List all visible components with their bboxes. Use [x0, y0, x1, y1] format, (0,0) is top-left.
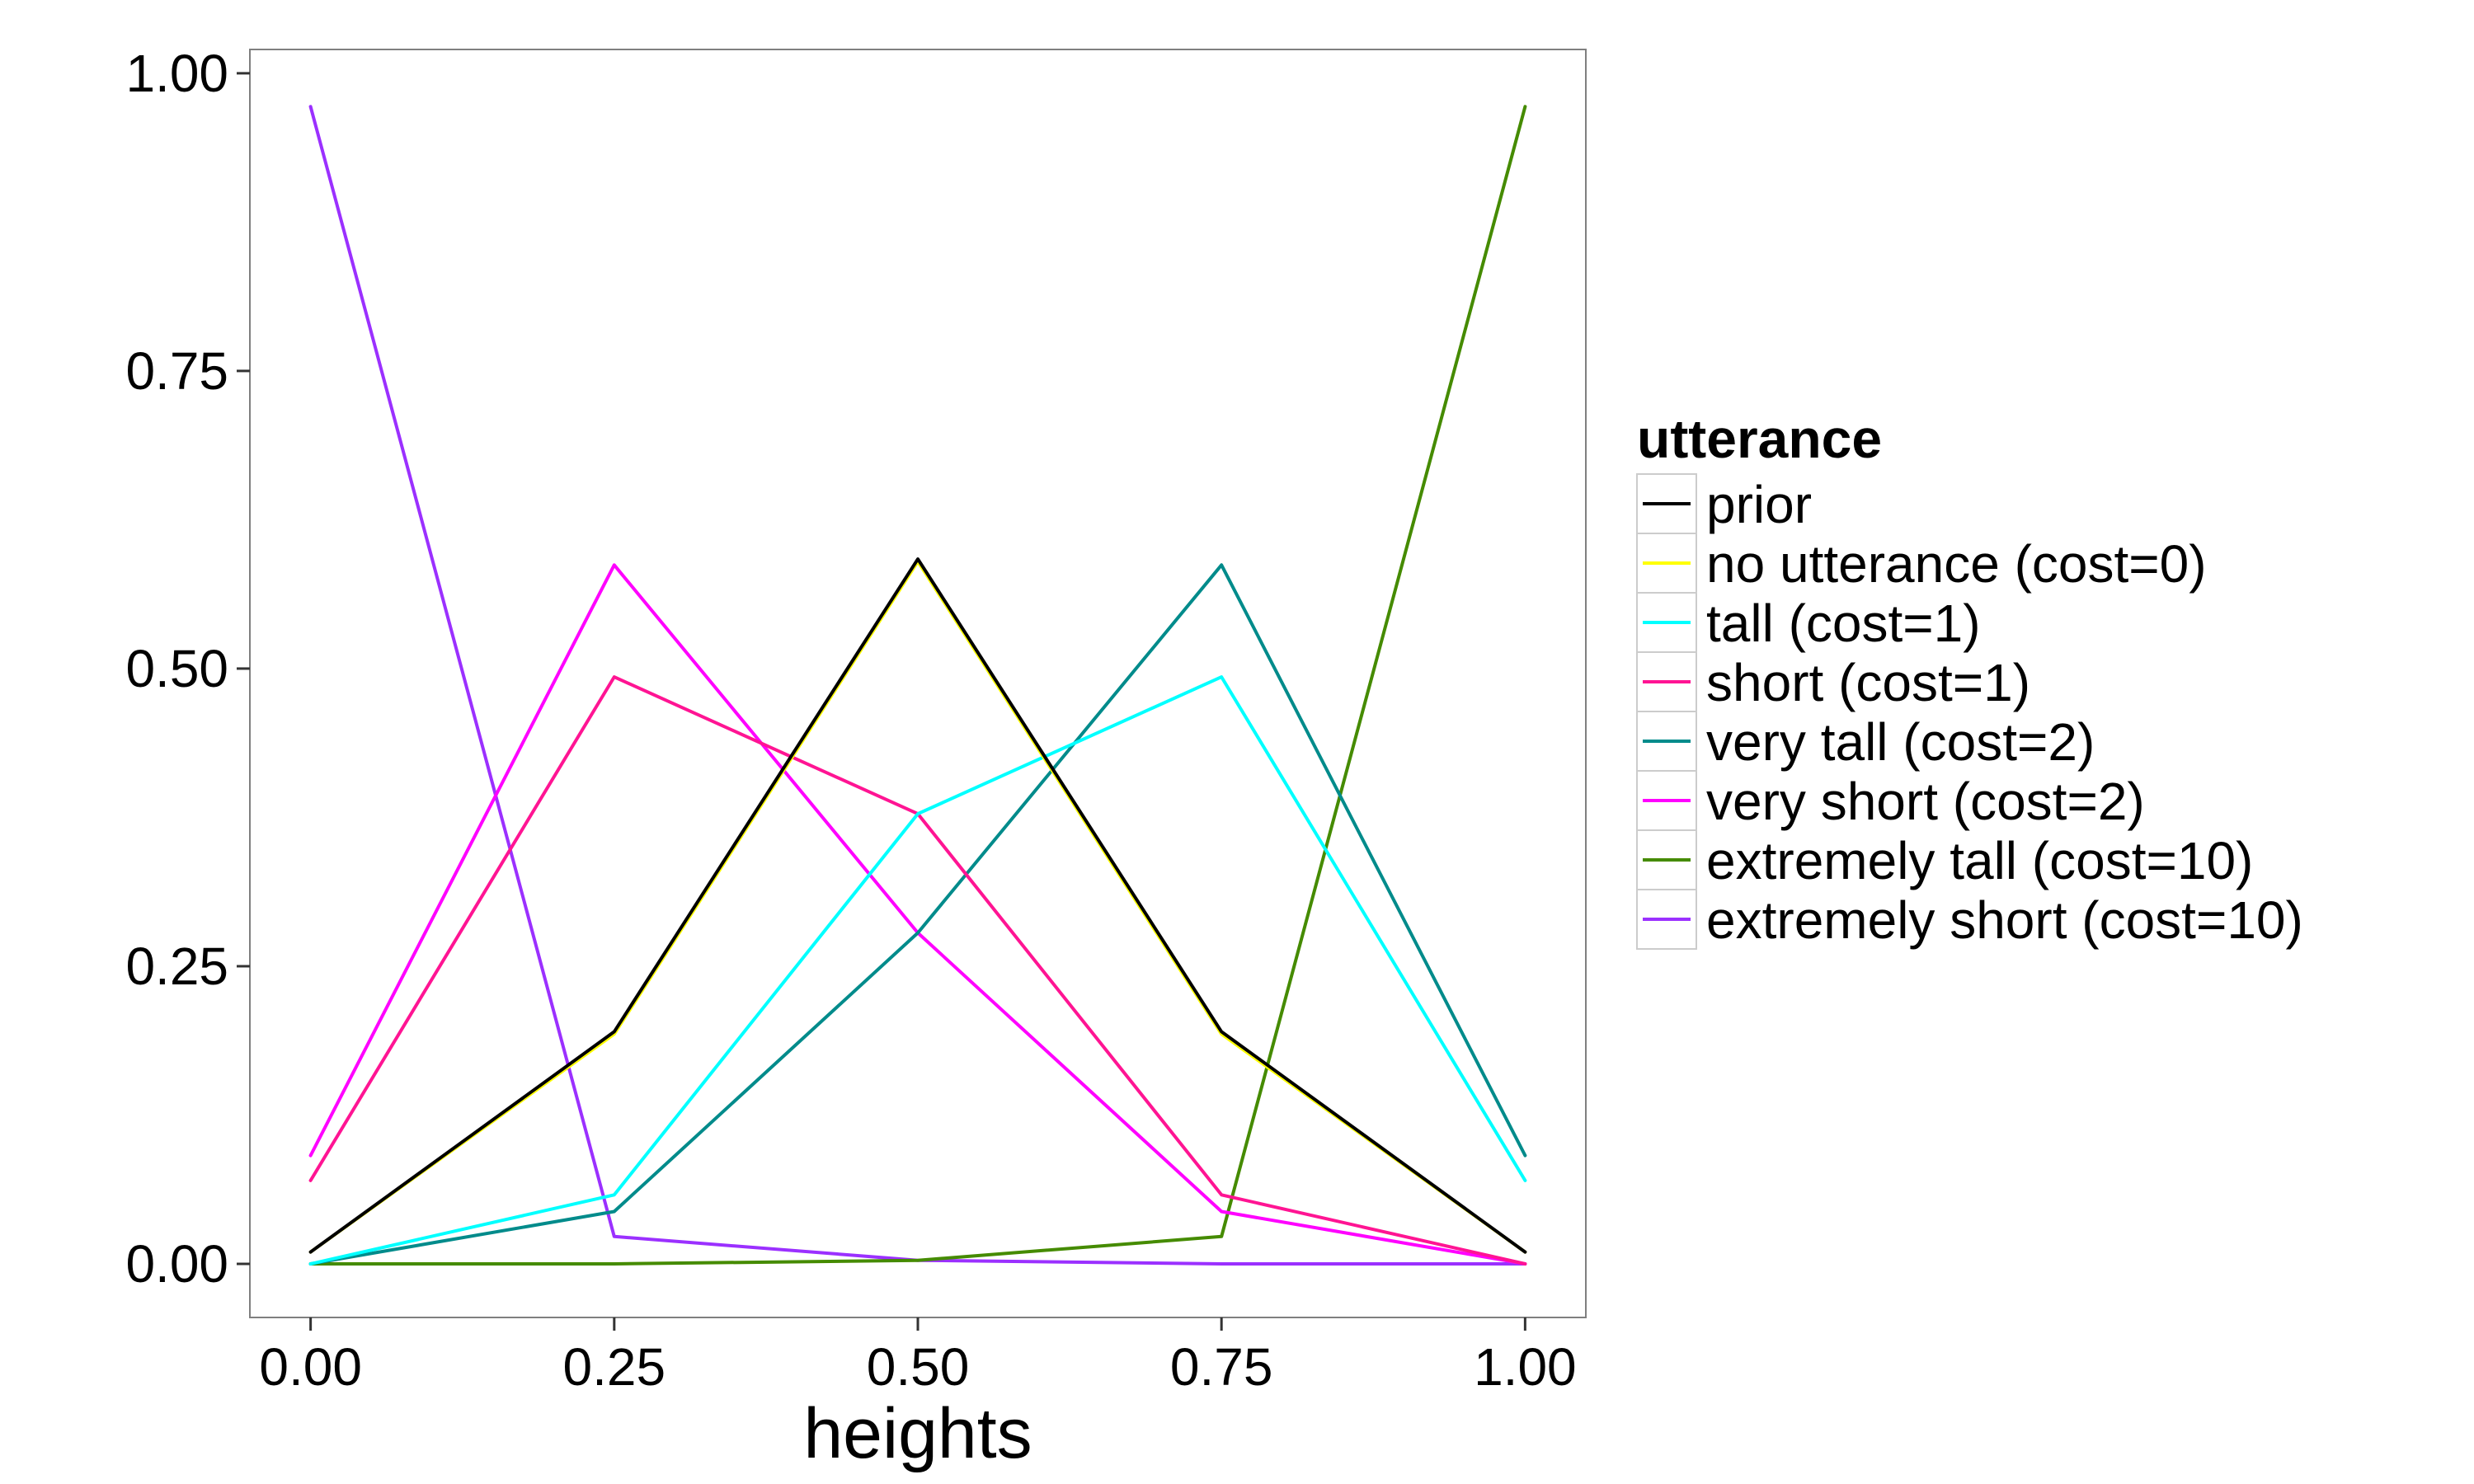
legend-label: tall (cost=1)	[1706, 594, 1981, 653]
legend-title: utterance	[1637, 408, 1882, 469]
legend-label: very tall (cost=2)	[1706, 712, 2095, 772]
y-tick-label: 0.00	[125, 1234, 228, 1294]
series-line-6	[308, 105, 1527, 1266]
plot-panel	[249, 49, 1587, 1318]
y-tick-label: 1.00	[125, 44, 228, 103]
series-line-2	[308, 675, 1527, 1266]
series-line-0	[308, 557, 1527, 1254]
x-tick-label: 0.50	[867, 1337, 970, 1397]
y-axis: 0.00 0.25 0.50 0.75 1.00	[125, 44, 250, 1294]
x-tick-label: 0.25	[563, 1337, 666, 1397]
y-tick-label: 0.50	[125, 639, 228, 698]
legend-label: very short (cost=2)	[1706, 772, 2145, 831]
series-line-4	[308, 563, 1527, 1266]
y-tick-label: 0.75	[125, 341, 228, 401]
series-lines	[308, 105, 1527, 1266]
x-axis: 0.00 0.25 0.50 0.75 1.00	[259, 1317, 1577, 1397]
legend-label: prior	[1706, 475, 1812, 534]
legend-label: short (cost=1)	[1706, 653, 2030, 712]
legend-label: no utterance (cost=0)	[1706, 534, 2207, 594]
legend-label: extremely tall (cost=10)	[1706, 831, 2253, 890]
y-tick-label: 0.25	[125, 937, 228, 996]
legend-label: extremely short (cost=10)	[1706, 890, 2303, 950]
x-axis-title: heights	[803, 1394, 1032, 1473]
x-tick-label: 0.75	[1170, 1337, 1273, 1397]
x-tick-label: 1.00	[1474, 1337, 1577, 1397]
x-tick-label: 0.00	[259, 1337, 362, 1397]
